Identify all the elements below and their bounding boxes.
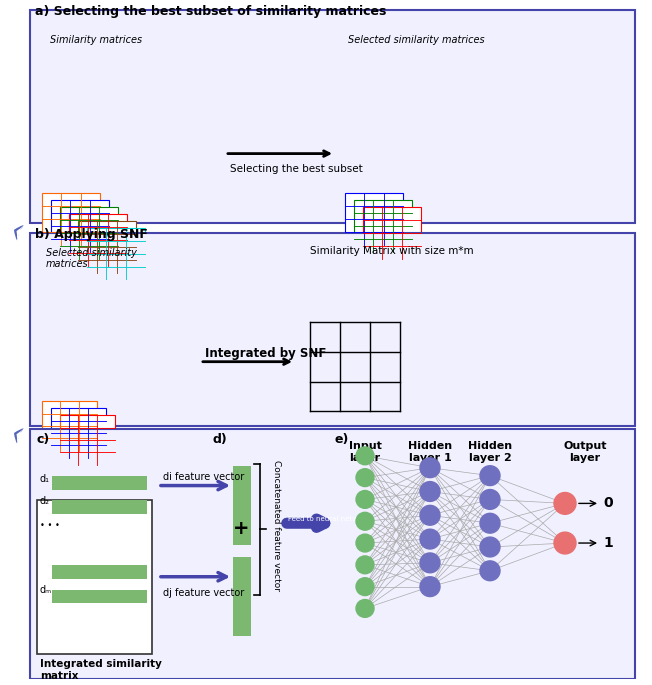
Text: Similarity Matrix with size m*m: Similarity Matrix with size m*m: [310, 246, 473, 256]
Text: +: +: [233, 519, 249, 538]
Circle shape: [356, 447, 374, 464]
FancyBboxPatch shape: [354, 200, 412, 251]
Circle shape: [480, 490, 500, 510]
FancyBboxPatch shape: [52, 590, 147, 603]
FancyBboxPatch shape: [52, 501, 147, 514]
Text: 1: 1: [603, 536, 613, 550]
Circle shape: [420, 553, 440, 573]
FancyBboxPatch shape: [42, 193, 100, 245]
Text: Concatenated feature vector: Concatenated feature vector: [272, 460, 281, 590]
Text: a) Selecting the best subset of similarity matrices: a) Selecting the best subset of similari…: [35, 5, 387, 18]
Circle shape: [480, 561, 500, 581]
FancyBboxPatch shape: [30, 429, 635, 679]
Circle shape: [356, 490, 374, 508]
Circle shape: [480, 466, 500, 486]
Text: d₁: d₁: [40, 473, 50, 484]
Text: dₘ: dₘ: [40, 585, 52, 595]
Circle shape: [554, 493, 576, 514]
FancyBboxPatch shape: [363, 207, 421, 259]
Text: Integrated similarity
matrix: Integrated similarity matrix: [40, 659, 162, 681]
Text: Selected similarity matrices: Selected similarity matrices: [348, 35, 484, 45]
Text: di feature vector: di feature vector: [163, 472, 244, 482]
Text: dj feature vector: dj feature vector: [163, 588, 244, 597]
Text: d): d): [213, 433, 228, 446]
FancyBboxPatch shape: [42, 401, 97, 451]
FancyBboxPatch shape: [52, 475, 147, 490]
FancyBboxPatch shape: [51, 200, 109, 251]
Text: • • •: • • •: [40, 521, 60, 530]
Text: Feed to neural network: Feed to neural network: [288, 516, 369, 522]
Circle shape: [356, 556, 374, 574]
Circle shape: [480, 513, 500, 533]
FancyBboxPatch shape: [52, 565, 147, 579]
Text: Input
layer: Input layer: [349, 441, 381, 462]
Text: 0: 0: [603, 497, 613, 510]
Circle shape: [356, 534, 374, 552]
Text: Hidden
layer 1: Hidden layer 1: [408, 441, 452, 462]
Circle shape: [356, 599, 374, 617]
Text: Output
layer: Output layer: [563, 441, 607, 462]
FancyBboxPatch shape: [233, 557, 251, 636]
Circle shape: [420, 506, 440, 525]
FancyBboxPatch shape: [78, 221, 136, 273]
FancyBboxPatch shape: [51, 408, 106, 458]
Circle shape: [420, 530, 440, 549]
Text: Selected similarity
matrices: Selected similarity matrices: [46, 248, 137, 269]
Text: e): e): [335, 433, 349, 446]
Text: b) Applying SNF: b) Applying SNF: [35, 228, 148, 241]
FancyBboxPatch shape: [345, 193, 403, 245]
Text: d₂: d₂: [40, 497, 50, 506]
Text: Selecting the best subset: Selecting the best subset: [230, 164, 363, 173]
Circle shape: [356, 512, 374, 530]
Text: Integrated by SNF: Integrated by SNF: [205, 347, 327, 360]
FancyBboxPatch shape: [60, 415, 115, 464]
Text: Similarity matrices: Similarity matrices: [50, 35, 142, 45]
FancyBboxPatch shape: [87, 228, 145, 279]
FancyBboxPatch shape: [60, 207, 118, 259]
Text: Hidden
layer 2: Hidden layer 2: [468, 441, 512, 462]
FancyBboxPatch shape: [69, 214, 127, 266]
FancyBboxPatch shape: [30, 233, 635, 426]
Text: c): c): [37, 433, 50, 446]
Circle shape: [356, 469, 374, 486]
Circle shape: [420, 458, 440, 477]
FancyBboxPatch shape: [37, 501, 152, 654]
Circle shape: [420, 577, 440, 597]
Circle shape: [480, 537, 500, 557]
FancyBboxPatch shape: [30, 10, 635, 223]
Circle shape: [420, 482, 440, 501]
FancyBboxPatch shape: [233, 466, 251, 545]
Circle shape: [554, 532, 576, 554]
Circle shape: [356, 577, 374, 595]
